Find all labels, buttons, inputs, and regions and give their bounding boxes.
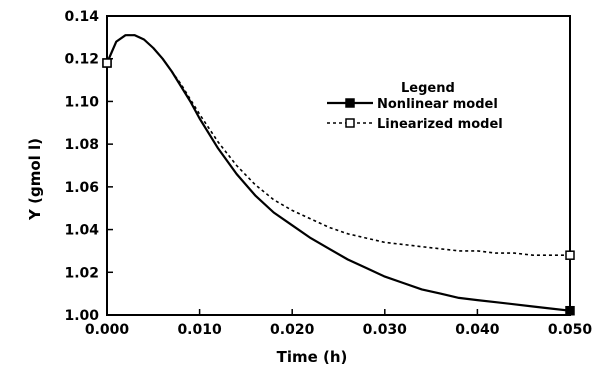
legend-marker xyxy=(345,118,355,128)
legend-entry-label: Nonlinear model xyxy=(377,97,498,112)
open-square-marker xyxy=(102,58,112,68)
y-tick-label: 1.00 xyxy=(64,308,99,324)
x-tick-label: 0.020 xyxy=(270,322,315,338)
series-layer xyxy=(102,34,575,316)
linearized-model-line xyxy=(106,34,570,256)
x-axis-title: Time (h) xyxy=(277,348,348,366)
legend-title: Legend xyxy=(401,81,455,96)
filled-square-marker xyxy=(565,305,575,316)
axes: 0.000 0.010 0.020 0.030 0.040 0.050 1.00 1.02 1.… xyxy=(64,9,592,338)
x-tick-label: 0.040 xyxy=(455,322,500,338)
y-tick-label: 0.14 xyxy=(64,9,99,25)
y-tick-label: 1.08 xyxy=(64,137,99,153)
x-tick-label: 0.010 xyxy=(177,322,222,338)
plot-frame xyxy=(106,15,571,316)
y-tick-label: 1.10 xyxy=(64,94,99,110)
legend: Legend Nonlinear model Linearized model xyxy=(327,81,503,132)
y-tick-label: 1.04 xyxy=(64,223,99,239)
series-1 xyxy=(102,34,575,316)
legend-entry-label: Linearized model xyxy=(377,117,503,132)
open-square-marker xyxy=(565,250,575,260)
legend-marker xyxy=(345,98,355,108)
y-tick-label: 1.02 xyxy=(64,265,99,281)
nonlinear-model-line xyxy=(105,34,571,312)
y-tick-label: 1.06 xyxy=(64,180,99,196)
series-2 xyxy=(102,34,575,260)
x-tick-label: 0.000 xyxy=(85,322,130,338)
x-tick-label: 0.030 xyxy=(363,322,408,338)
y-axis-title: Y (gmol l) xyxy=(26,138,44,221)
y-tick-label: 0.12 xyxy=(64,52,99,68)
x-tick-label: 0.050 xyxy=(548,322,593,338)
